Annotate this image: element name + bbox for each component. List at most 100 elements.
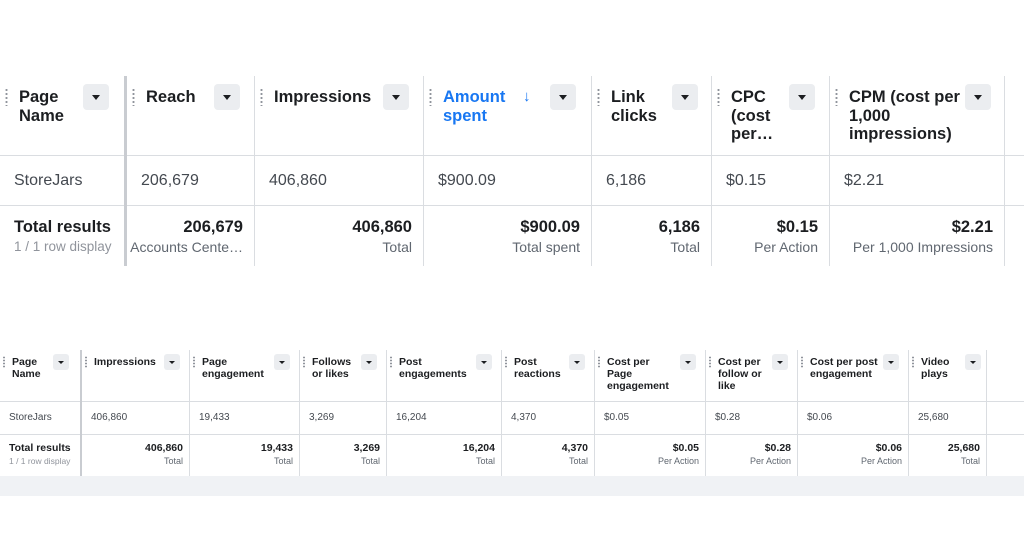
chevron-down-icon[interactable] bbox=[965, 84, 991, 110]
drag-handle-icon[interactable] bbox=[193, 356, 195, 368]
column-header[interactable]: CPC (cost per… bbox=[712, 76, 830, 156]
column-divider[interactable] bbox=[986, 350, 987, 476]
column-header[interactable]: Follows or likes bbox=[300, 350, 387, 402]
column-header[interactable]: Post engagements bbox=[387, 350, 502, 402]
column-header-label: Page engagement bbox=[202, 356, 264, 380]
chevron-down-icon[interactable] bbox=[164, 354, 180, 370]
drag-handle-icon[interactable] bbox=[303, 356, 305, 368]
column-header[interactable]: Page Name bbox=[0, 76, 127, 156]
cost-per-page-engagement-total: $0.05 bbox=[672, 442, 699, 454]
drag-handle-icon[interactable] bbox=[429, 88, 432, 106]
chevron-down-icon[interactable] bbox=[53, 354, 69, 370]
chevron-down-icon[interactable] bbox=[550, 84, 576, 110]
reach-total: 206,679 bbox=[183, 218, 243, 236]
table-row: $0.15 bbox=[712, 156, 830, 206]
column-divider[interactable] bbox=[594, 350, 595, 476]
cpc-total: $0.15 bbox=[776, 218, 818, 236]
column-header[interactable]: Page Name bbox=[0, 350, 82, 402]
impressions-total: 406,860 bbox=[145, 442, 183, 454]
chevron-down-icon[interactable] bbox=[383, 84, 409, 110]
column-post-engagements: Post engagements 16,204 16,204 Total bbox=[387, 350, 502, 476]
chevron-down-icon[interactable] bbox=[680, 354, 696, 370]
column-cpm: CPM (cost per 1,000 impressions) $2.21 $… bbox=[830, 76, 1005, 266]
column-divider[interactable] bbox=[829, 76, 830, 266]
drag-handle-icon[interactable] bbox=[505, 356, 507, 368]
drag-handle-icon[interactable] bbox=[912, 356, 914, 368]
column-header[interactable]: Cost per Page engagement bbox=[595, 350, 706, 402]
totals-row: 406,860 Total bbox=[82, 435, 190, 476]
column-cost-per-post-engagement: Cost per post engagement $0.06 $0.06 Per… bbox=[798, 350, 909, 476]
frozen-column-divider[interactable] bbox=[80, 350, 82, 476]
totals-row: $0.28 Per Action bbox=[706, 435, 798, 476]
column-header[interactable]: Cost per follow or like bbox=[706, 350, 798, 402]
table-row: 16,204 bbox=[387, 402, 502, 435]
chevron-down-icon[interactable] bbox=[569, 354, 585, 370]
column-header[interactable]: Impressions bbox=[255, 76, 424, 156]
column-divider[interactable] bbox=[386, 350, 387, 476]
page-name-cell[interactable]: StoreJars bbox=[14, 172, 83, 189]
column-header[interactable]: Post reactions bbox=[502, 350, 595, 402]
column-divider[interactable] bbox=[423, 76, 424, 266]
drag-handle-icon[interactable] bbox=[85, 356, 87, 368]
page-name-cell[interactable]: StoreJars bbox=[9, 412, 52, 423]
chevron-down-icon[interactable] bbox=[772, 354, 788, 370]
frozen-column-divider[interactable] bbox=[124, 76, 127, 266]
table-row: 3,269 bbox=[300, 402, 387, 435]
impressions-cell: 406,860 bbox=[269, 172, 327, 189]
totals-row: 16,204 Total bbox=[387, 435, 502, 476]
drag-handle-icon[interactable] bbox=[598, 356, 600, 368]
chevron-down-icon[interactable] bbox=[789, 84, 815, 110]
chevron-down-icon[interactable] bbox=[214, 84, 240, 110]
drag-handle-icon[interactable] bbox=[390, 356, 392, 368]
column-header[interactable]: CPM (cost per 1,000 impressions) bbox=[830, 76, 1005, 156]
drag-handle-icon[interactable] bbox=[260, 88, 263, 106]
drag-handle-icon[interactable] bbox=[835, 88, 838, 106]
column-divider[interactable] bbox=[711, 76, 712, 266]
drag-handle-icon[interactable] bbox=[709, 356, 711, 368]
column-divider[interactable] bbox=[501, 350, 502, 476]
column-header[interactable]: Page engagement bbox=[190, 350, 300, 402]
chevron-down-icon[interactable] bbox=[883, 354, 899, 370]
drag-handle-icon[interactable] bbox=[717, 88, 720, 106]
column-divider[interactable] bbox=[797, 350, 798, 476]
impressions-total: 406,860 bbox=[352, 218, 412, 236]
post-reactions-total: 4,370 bbox=[561, 442, 588, 454]
column-divider[interactable] bbox=[189, 350, 190, 476]
drag-handle-icon[interactable] bbox=[801, 356, 803, 368]
column-header-label: Impressions bbox=[274, 88, 372, 106]
column-divider[interactable] bbox=[705, 350, 706, 476]
chevron-down-icon[interactable] bbox=[83, 84, 109, 110]
drag-handle-icon[interactable] bbox=[3, 356, 5, 368]
drag-handle-icon[interactable] bbox=[132, 88, 135, 106]
column-divider[interactable] bbox=[908, 350, 909, 476]
column-header[interactable]: Cost per post engagement bbox=[798, 350, 909, 402]
column-divider[interactable] bbox=[254, 76, 255, 266]
totals-row: 4,370 Total bbox=[502, 435, 595, 476]
drag-handle-icon[interactable] bbox=[597, 88, 600, 106]
column-divider[interactable] bbox=[299, 350, 300, 476]
column-header[interactable]: Impressions bbox=[82, 350, 190, 402]
sort-descending-icon[interactable]: ↓ bbox=[523, 88, 531, 105]
chevron-down-icon[interactable] bbox=[965, 354, 981, 370]
reporting-table-large: Page Name StoreJars Total results 1 / 1 … bbox=[0, 76, 1024, 266]
chevron-down-icon[interactable] bbox=[361, 354, 377, 370]
table-row: 406,860 bbox=[255, 156, 424, 206]
drag-handle-icon[interactable] bbox=[5, 88, 8, 106]
column-header[interactable]: Link clicks bbox=[592, 76, 712, 156]
chevron-down-icon[interactable] bbox=[274, 354, 290, 370]
column-header[interactable]: Amount spent ↓ bbox=[424, 76, 592, 156]
column-divider[interactable] bbox=[591, 76, 592, 266]
table-row: 25,680 bbox=[909, 402, 987, 435]
totals-row: 406,860 Total bbox=[255, 206, 424, 266]
column-page-name: Page Name StoreJars Total results 1 / 1 … bbox=[0, 76, 127, 266]
column-header-label: Page Name bbox=[19, 88, 64, 125]
column-header-label: Cost per follow or like bbox=[718, 356, 762, 392]
column-header[interactable]: Video plays bbox=[909, 350, 987, 402]
column-video-plays: Video plays 25,680 25,680 Total bbox=[909, 350, 987, 476]
column-header[interactable]: Reach bbox=[127, 76, 255, 156]
column-divider[interactable] bbox=[1004, 76, 1005, 266]
chevron-down-icon[interactable] bbox=[672, 84, 698, 110]
column-reach: Reach 206,679 206,679 Accounts Cente… bbox=[127, 76, 255, 266]
cost-per-follow-or-like-total: $0.28 bbox=[764, 442, 791, 454]
chevron-down-icon[interactable] bbox=[476, 354, 492, 370]
